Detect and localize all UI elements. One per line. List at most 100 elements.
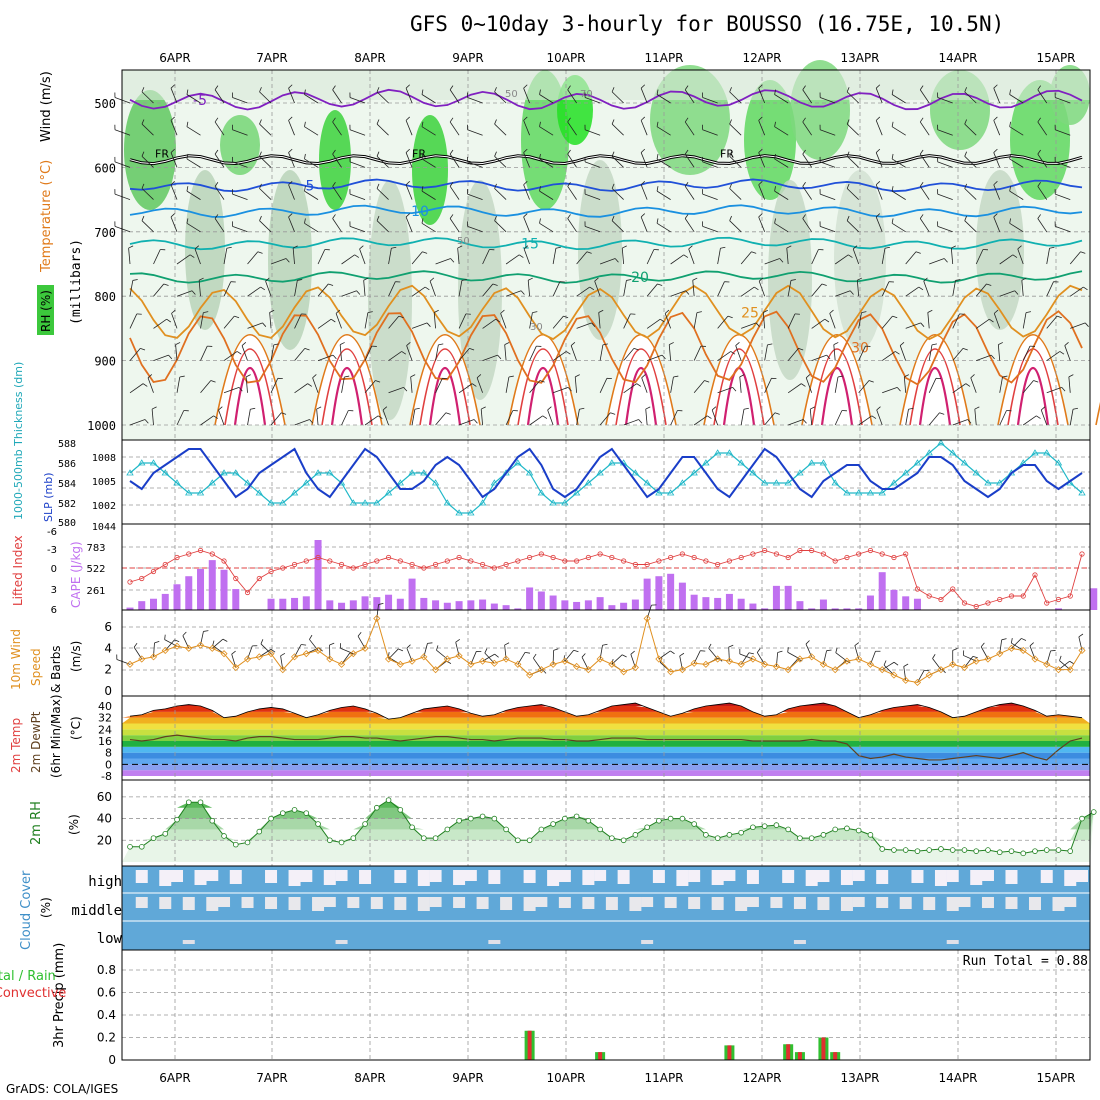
- upper-wind-barb: [1069, 251, 1081, 265]
- wind-barb-flag: [410, 374, 416, 378]
- upper-wind-barb: [974, 409, 977, 426]
- thickness-marker: [525, 469, 534, 476]
- upper-wind-barb: [1037, 186, 1048, 200]
- precip-legend-total: Total / Rain: [0, 969, 56, 984]
- cloud-middle-gap: [394, 897, 407, 910]
- lifted-index-marker: [362, 561, 368, 568]
- upper-wind-barb: [1022, 345, 1031, 361]
- upper-wind-barb: [717, 351, 731, 361]
- wind-barb-flag: [259, 119, 262, 125]
- upper-wind-barb: [656, 190, 671, 200]
- wind-barb-flag: [520, 290, 525, 295]
- thickness-tick-label: 582: [58, 499, 76, 510]
- lifted-index-marker: [421, 565, 427, 571]
- wind-barb-flag: [539, 89, 541, 95]
- wind-barb-flag: [656, 186, 659, 192]
- wind-barb-flag: [962, 347, 968, 351]
- upper-wind-barb: [1009, 94, 1024, 104]
- upper-wind-barb: [270, 258, 287, 265]
- wind-barb-flag: [896, 387, 901, 392]
- wind-barb-flag: [164, 634, 166, 640]
- upper-wind-barb: [539, 190, 554, 200]
- upper-wind-barb: [141, 220, 154, 233]
- upper-wind-barb: [646, 249, 655, 265]
- cape-bar: [526, 587, 534, 610]
- upper-wind-barb: [332, 218, 342, 233]
- wind-barb-flag: [449, 149, 454, 155]
- wind-barb-flag: [755, 322, 760, 327]
- rh-marker: [150, 835, 157, 841]
- upper-wind-barb: [292, 248, 295, 265]
- wind-barb-flag: [567, 85, 571, 90]
- upper-wind-barb: [584, 193, 601, 200]
- lifted-index-marker: [597, 551, 603, 557]
- upper-wind-barb: [623, 313, 631, 329]
- wind-barb-flag: [883, 660, 887, 666]
- upper-wind-barb: [905, 322, 921, 329]
- wind-barb-flag: [163, 283, 169, 286]
- wind-speed-marker: [196, 641, 205, 649]
- wind-barb-flag: [281, 412, 287, 415]
- wind-barb-flag: [332, 117, 336, 123]
- wind-speed-marker: [1078, 646, 1086, 655]
- cloud-high-gap: [946, 870, 959, 882]
- upper-wind-barb: [270, 344, 275, 361]
- wind-barb-flag: [802, 214, 806, 219]
- upper-wind-barb: [429, 281, 436, 297]
- upper-wind-barb: [265, 281, 272, 297]
- wind-barb-flag: [421, 153, 424, 159]
- upper-wind-barb: [993, 313, 1001, 329]
- cloud-middle-gap: [641, 897, 654, 907]
- slp-tick-label: 1008: [92, 453, 116, 464]
- upper-wind-barb: [176, 376, 181, 393]
- thickness-marker: [384, 489, 393, 496]
- upper-wind-barb: [317, 318, 332, 329]
- wind-barb-flag: [964, 215, 968, 221]
- wind-barb-flag: [401, 351, 407, 355]
- rh-marker: [926, 847, 933, 853]
- upper-wind-barb: [717, 315, 729, 329]
- lifted-index-marker: [891, 554, 897, 561]
- temperature-contour-warm: [330, 367, 364, 426]
- cape-bar: [761, 608, 769, 610]
- cloud-middle-gap: [206, 897, 219, 911]
- wind-barb-flag: [964, 151, 968, 157]
- upper-wind-barb: [762, 312, 766, 329]
- upper-wind-barb: [482, 354, 498, 361]
- rh-marker: [961, 847, 968, 853]
- upper-wind-barb: [993, 216, 1001, 232]
- upper-wind-barb: [223, 351, 238, 361]
- temperature-contour-line: [129, 88, 1083, 111]
- wind-barb-flag: [539, 380, 545, 383]
- upper-wind-barb: [449, 218, 460, 233]
- lifted-index-marker: [491, 565, 497, 571]
- wind-barb-flag: [222, 638, 228, 642]
- upper-wind-barb: [656, 94, 671, 104]
- upper-wind-barb: [758, 216, 766, 232]
- wind-barb-flag: [354, 254, 360, 258]
- wind-speed-marker: [890, 671, 898, 679]
- li-tick-label: 0: [51, 564, 57, 575]
- wind-barb-flag: [923, 277, 928, 282]
- cloud-high-gap: [711, 870, 724, 885]
- upper-wind-barb: [435, 344, 439, 361]
- rh-marker: [656, 817, 662, 824]
- upper-wind-barb: [846, 123, 859, 136]
- cape-bar: [150, 598, 158, 610]
- wind-speed-marker: [126, 660, 134, 668]
- lifted-index-marker: [1020, 593, 1026, 599]
- wind-speed-marker: [373, 614, 381, 623]
- temperature-contour-label: 15: [521, 236, 539, 252]
- upper-wind-barb: [552, 315, 564, 329]
- wind-barb-flag: [210, 380, 216, 383]
- wind-barb-flag: [657, 283, 663, 286]
- rh-marker: [397, 807, 404, 813]
- upper-wind-barb: [170, 184, 178, 200]
- upper-wind-barb: [820, 225, 836, 233]
- wind-speed-marker: [796, 655, 804, 663]
- wind-barb-flag: [318, 647, 323, 652]
- lifted-index-marker: [973, 603, 979, 610]
- upper-wind-barb: [881, 281, 890, 297]
- wind-barb-flag: [359, 245, 364, 250]
- wind-barb-flag: [684, 181, 689, 187]
